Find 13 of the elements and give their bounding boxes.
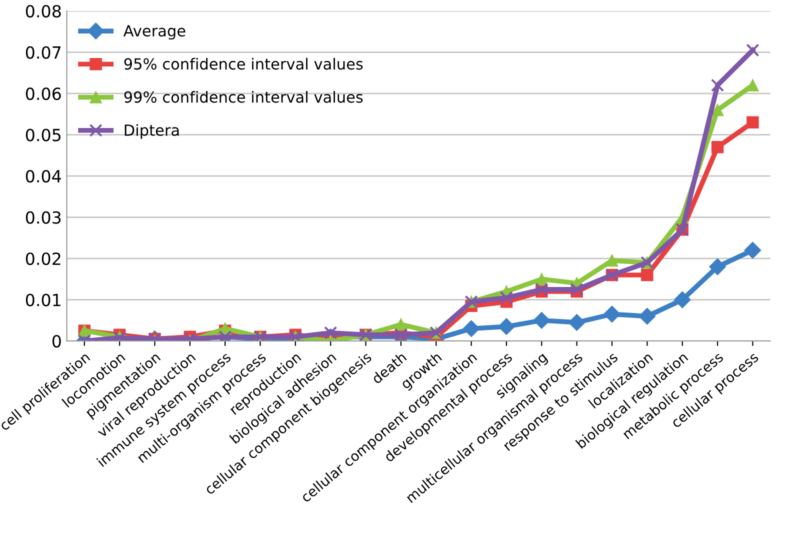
legend-label: Average bbox=[123, 25, 186, 40]
y-tick-label: 0.04 bbox=[26, 170, 62, 183]
legend-label: 95% confidence interval values bbox=[124, 58, 363, 70]
y-tick-label: 0.03 bbox=[26, 211, 61, 224]
y-tick-label: 0.07 bbox=[26, 46, 61, 59]
y-tick-label: 0 bbox=[52, 334, 61, 348]
y-tick-label: 0.06 bbox=[26, 87, 61, 100]
legend-label: 99% confidence interval values bbox=[124, 90, 363, 103]
legend-label: Diptera bbox=[124, 124, 179, 139]
y-tick-label: 0.01 bbox=[26, 294, 60, 306]
y-tick-label: 0.02 bbox=[26, 252, 60, 266]
y-tick-label: 0.08 bbox=[26, 4, 61, 18]
y-tick-label: 0.05 bbox=[26, 128, 60, 142]
